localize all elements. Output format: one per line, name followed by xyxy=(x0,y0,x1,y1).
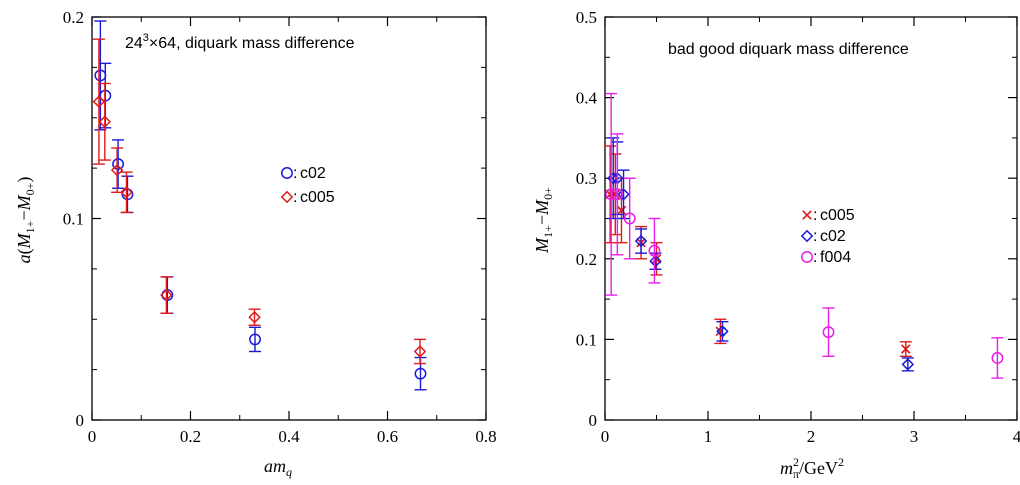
left-series-c005 xyxy=(92,38,427,365)
right-xtick-label: 3 xyxy=(910,427,919,446)
right-data-point-c02 xyxy=(716,325,729,338)
left-series-c02 xyxy=(94,20,427,391)
right-series-c005 xyxy=(604,145,912,358)
right-legend-label-c005: c005 xyxy=(820,207,855,224)
right-panel: bad good diquark mass difference m2 π/GeV… xyxy=(532,8,1020,481)
left-data-point-c005 xyxy=(110,163,124,177)
right-xtick-label: 0 xyxy=(601,427,610,446)
right-data-point-f004 xyxy=(611,188,624,201)
left-xtick-label: 0 xyxy=(88,427,97,446)
right-annotation: bad good diquark mass difference xyxy=(668,41,909,58)
right-data-point-c005 xyxy=(715,326,726,337)
left-data-point-c005 xyxy=(248,310,261,324)
right-series-f004 xyxy=(605,92,1004,379)
right-ytick-label: 0.2 xyxy=(576,250,597,269)
left-data-point-c005 xyxy=(120,186,133,199)
right-xtick-label: 2 xyxy=(807,427,816,446)
left-data-point-c005 xyxy=(413,345,427,358)
right-ytick-label: 0.1 xyxy=(576,330,597,349)
right-data-point-c02 xyxy=(634,234,648,248)
right-data-point-f004 xyxy=(623,212,636,225)
left-annotation: 243×64, diquark mass difference xyxy=(125,32,355,52)
left-legend-label-c005: c005 xyxy=(300,189,335,206)
right-ytick-label: 0.3 xyxy=(576,169,597,188)
right-legend-label-f004: f004 xyxy=(820,249,851,266)
right-legend-marker-c02 xyxy=(800,229,814,243)
left-xtick-label: 0.8 xyxy=(475,427,496,446)
left-xtick-label: 0.6 xyxy=(377,427,398,446)
right-data-point-f004 xyxy=(605,188,618,201)
left-legend-marker-c02 xyxy=(281,167,293,179)
right-legend-colon: : xyxy=(813,207,817,224)
right-ytick-label: 0.4 xyxy=(576,89,598,108)
right-data-point-c005 xyxy=(900,344,911,354)
right-legend-marker-f004 xyxy=(801,251,813,263)
right-xtick-label: 1 xyxy=(704,427,713,446)
left-xtick-label: 0.4 xyxy=(278,427,300,446)
left-data-point-c005 xyxy=(160,288,173,302)
left-xtick-label: 0.2 xyxy=(180,427,201,446)
right-xtick-label: 4 xyxy=(1013,427,1020,446)
left-ylabel: a(M1+−M0+) xyxy=(14,177,37,264)
left-panel: 243×64, diquark mass difference amq a(M1… xyxy=(14,8,497,479)
right-ytick-label: 0 xyxy=(589,411,598,430)
left-ytick-label: 0.2 xyxy=(63,8,84,27)
left-legend-colon: : xyxy=(293,189,297,206)
right-legend-colon: : xyxy=(813,249,817,266)
left-ytick-label: 0 xyxy=(76,411,85,430)
left-plot-frame xyxy=(91,16,487,421)
right-data-point-c02 xyxy=(617,188,630,201)
left-legend-colon: : xyxy=(293,165,297,182)
right-ytick-label: 0.5 xyxy=(576,8,597,27)
right-data-point-f004 xyxy=(991,351,1004,364)
right-data-point-f004 xyxy=(822,326,835,339)
right-xlabel: m2 π/GeV2 xyxy=(780,455,844,481)
right-data-point-c005 xyxy=(616,205,627,216)
left-data-point-c005 xyxy=(98,115,112,129)
right-legend-colon: : xyxy=(813,228,817,245)
left-xlabel: amq xyxy=(264,456,292,479)
right-data-point-c02 xyxy=(649,254,662,268)
left-data-point-c02 xyxy=(414,367,427,380)
right-legend-label-c02: c02 xyxy=(820,228,846,245)
left-data-point-c02 xyxy=(249,333,261,346)
right-ylabel: M1+−M0+ xyxy=(532,187,555,254)
left-legend-marker-c005 xyxy=(280,190,294,204)
left-data-point-c005 xyxy=(92,95,106,108)
right-legend-marker-c005 xyxy=(802,210,812,220)
right-data-point-c02 xyxy=(901,358,915,371)
left-legend-label-c02: c02 xyxy=(300,165,326,182)
left-data-point-c02 xyxy=(112,158,125,171)
right-data-point-f004 xyxy=(648,244,661,257)
left-ytick-label: 0.1 xyxy=(63,210,84,229)
